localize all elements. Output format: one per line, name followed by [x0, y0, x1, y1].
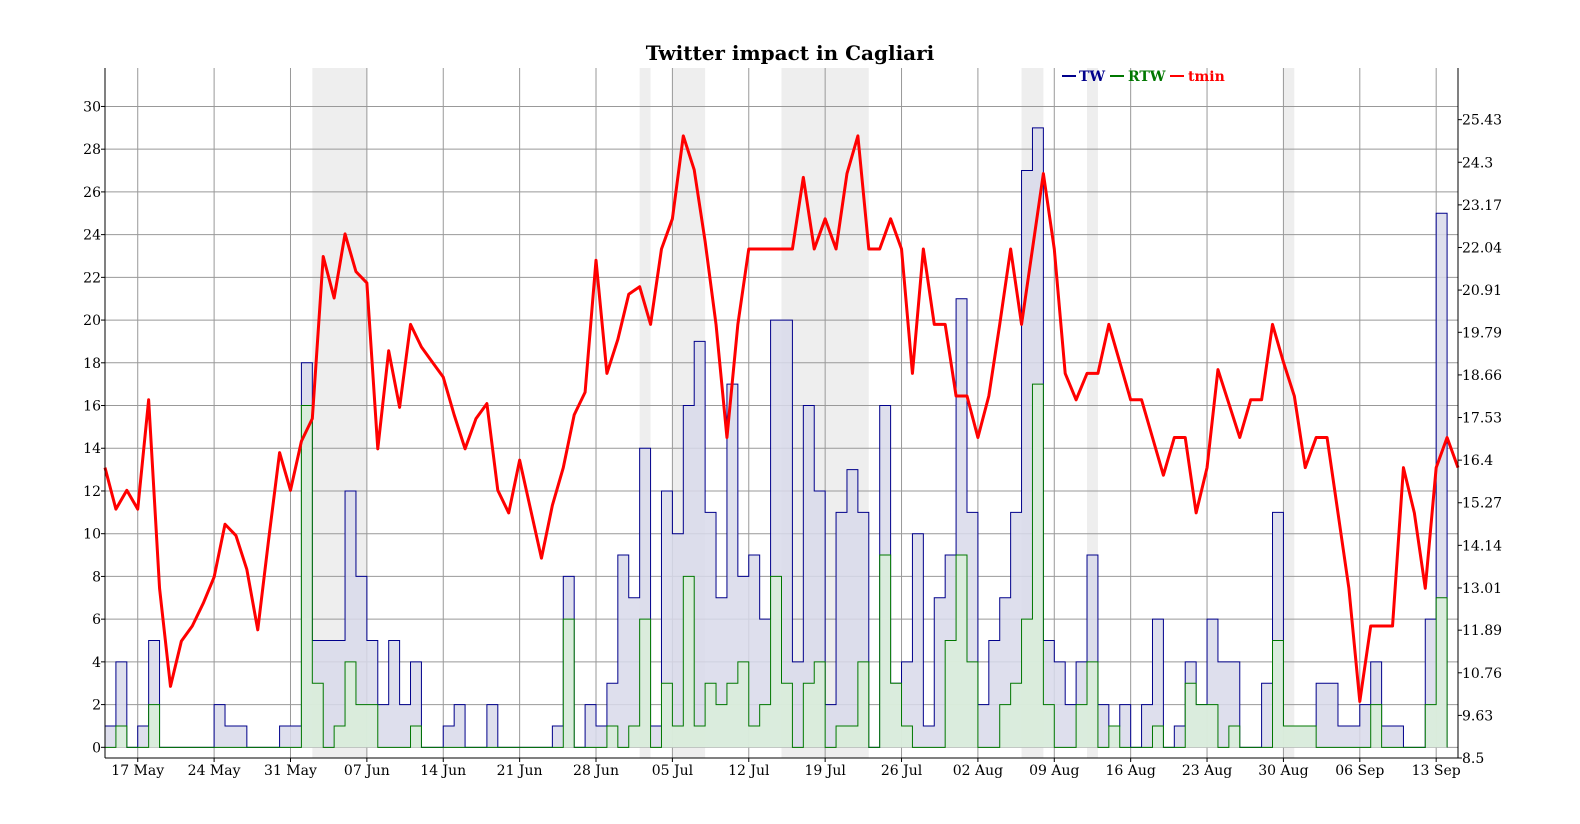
- y-tick-label-right: 11.89: [1462, 623, 1502, 639]
- x-tick-label: 02 Aug: [953, 763, 1003, 779]
- x-tick-label: 30 Aug: [1258, 763, 1308, 779]
- y-tick-label-left: 14: [83, 441, 101, 457]
- y-tick-label-left: 20: [83, 313, 101, 329]
- x-tick-label: 05 Jul: [652, 763, 694, 779]
- x-tick-label: 06 Sep: [1335, 763, 1384, 779]
- x-tick-label: 24 May: [188, 763, 241, 779]
- x-tick-label: 14 Jun: [420, 763, 466, 779]
- shaded-period: [639, 68, 651, 758]
- y-tick-label-left: 8: [92, 569, 101, 585]
- y-tick-label-right: 15.27: [1462, 496, 1502, 512]
- y-tick-label-right: 24.3: [1462, 155, 1493, 171]
- x-tick-label: 26 Jul: [881, 763, 923, 779]
- y-tick-label-left: 22: [83, 270, 101, 286]
- y-tick-label-left: 6: [92, 612, 101, 628]
- y-tick-label-right: 17.53: [1462, 411, 1502, 427]
- series-area-tw: [105, 127, 1448, 748]
- legend-label-tw: TW: [1079, 69, 1105, 85]
- y-tick-label-right: 16.4: [1462, 453, 1493, 469]
- line-series: [103, 134, 1460, 703]
- y-tick-label-right: 10.76: [1462, 666, 1502, 682]
- y-tick-label-right: 22.04: [1462, 240, 1502, 256]
- y-tick-label-right: 8.5: [1462, 751, 1484, 767]
- x-tick-label: 21 Jun: [497, 763, 543, 779]
- y-tick-label-left: 2: [92, 698, 101, 714]
- y-tick-label-right: 14.14: [1462, 538, 1502, 554]
- legend: TW RTW tmin: [1062, 69, 1225, 85]
- x-tick-label: 23 Aug: [1182, 763, 1232, 779]
- x-tick-label: 07 Jun: [344, 763, 390, 779]
- x-tick-label: 19 Jul: [804, 763, 846, 779]
- y-tick-label-right: 18.66: [1462, 368, 1502, 384]
- x-tick-label: 31 May: [264, 763, 317, 779]
- y-tick-label-left: 26: [83, 185, 101, 201]
- x-tick-label: 17 May: [111, 763, 164, 779]
- y-tick-label-left: 0: [92, 740, 101, 756]
- y-tick-label-right: 20.91: [1462, 283, 1502, 299]
- x-tick-label: 16 Aug: [1105, 763, 1155, 779]
- y-tick-label-left: 4: [92, 655, 101, 671]
- y-tick-label-left: 30: [83, 99, 101, 115]
- y-tick-label-right: 25.43: [1462, 113, 1502, 129]
- y-tick-label-left: 16: [83, 399, 101, 415]
- x-tick-label: 12 Jul: [728, 763, 770, 779]
- shaded-period: [1283, 68, 1295, 758]
- x-tick-label: 28 Jun: [573, 763, 619, 779]
- series-step-rtw: [105, 383, 1448, 748]
- y-tick-label-left: 12: [83, 484, 101, 500]
- legend-label-rtw: RTW: [1128, 69, 1166, 85]
- axes: 0246810121416182022242628308.59.6310.761…: [83, 68, 1502, 779]
- shaded-period: [1087, 68, 1098, 758]
- series-line-tmin: [103, 134, 1460, 703]
- y-tick-label-left: 18: [83, 356, 101, 372]
- x-tick-label: 13 Sep: [1412, 763, 1461, 779]
- series-area-rtw: [105, 384, 1448, 748]
- chart-title: Twitter impact in Cagliari: [646, 41, 935, 65]
- step-series: [104, 127, 1448, 748]
- y-tick-label-right: 19.79: [1462, 325, 1502, 341]
- x-tick-label: 09 Aug: [1029, 763, 1079, 779]
- y-tick-label-left: 10: [83, 527, 101, 543]
- y-tick-label-right: 9.63: [1462, 708, 1493, 724]
- y-tick-label-left: 28: [83, 142, 101, 158]
- y-tick-label-right: 13.01: [1462, 581, 1502, 597]
- legend-label-tmin: tmin: [1188, 69, 1225, 85]
- y-tick-label-left: 24: [83, 228, 101, 244]
- y-tick-label-right: 23.17: [1462, 198, 1502, 214]
